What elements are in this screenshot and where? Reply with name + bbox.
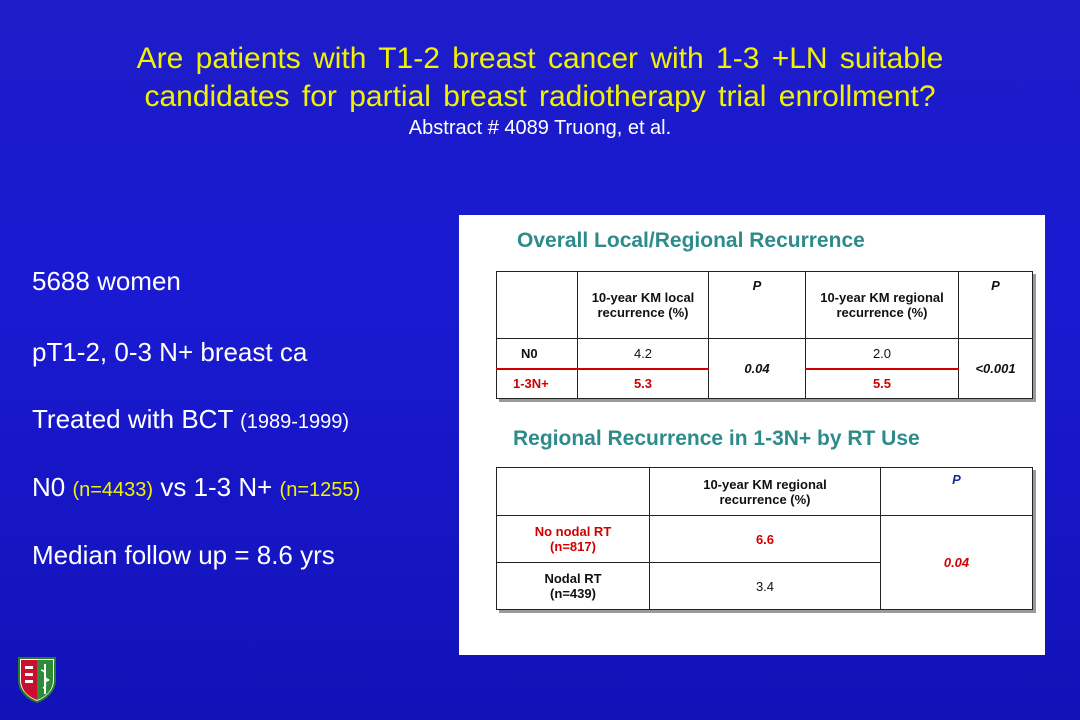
slide-title-line-2: candidates for partial breast radiothera… (144, 80, 936, 113)
table2-row-nodal-label: Nodal RT (n=439) (496, 562, 650, 610)
slide-title-line-1: Are patients with T1-2 breast cancer wit… (136, 42, 944, 75)
table2-header-row: 10-year KM regional recurrence (%) P (496, 467, 1033, 516)
table-row: N0 4.2 0.04 2.0 <0.001 (496, 338, 1033, 399)
table2-row-no-nodal-value: 6.6 (649, 515, 881, 563)
bullet-groups-n1-count: (n=1255) (279, 479, 361, 501)
table1-row-n1-regional: 5.5 (805, 367, 959, 399)
table2-row-no-nodal-name: No nodal RT (534, 524, 612, 539)
bullet-groups: N0 (n=4433) vs 1-3 N+ (n=1255) (32, 472, 360, 503)
bullet-groups-n0: N0 (32, 472, 73, 502)
table1-title: Overall Local/Regional Recurrence (517, 229, 865, 252)
bullet-groups-vs: vs 1-3 N+ (153, 472, 280, 502)
bullet-stage-text: pT1-2, 0-3 N+ breast ca (32, 337, 308, 367)
bullet-women-text: 5688 women (32, 266, 181, 296)
table2-title: Regional Recurrence in 1-3N+ by RT Use (513, 427, 920, 450)
bullet-followup-text: Median follow up = 8.6 yrs (32, 540, 335, 570)
bullet-groups-n0-count: (n=4433) (72, 479, 154, 501)
bullet-stage: pT1-2, 0-3 N+ breast ca (32, 337, 307, 368)
table-row: No nodal RT (n=817) 6.6 0.04 (496, 515, 1033, 610)
slide-subtitle: Abstract # 4089 Truong, et al. (408, 117, 672, 139)
table2-row-no-nodal-label: No nodal RT (n=817) (496, 515, 650, 563)
table2-p-value: 0.04 (880, 515, 1033, 610)
bullet-treatment-text: Treated with BCT (32, 404, 241, 434)
table2-header-regional: 10-year KM regional recurrence (%) (649, 467, 881, 516)
table1-row-n1-local: 5.3 (577, 367, 709, 399)
table2-row-no-nodal-count: (n=817) (550, 539, 596, 554)
slide-title-block: Are patients with T1-2 breast cancer wit… (0, 40, 1080, 141)
table1-header-p1: P (708, 271, 806, 339)
results-panel: Overall Local/Regional Recurrence 10-yea… (459, 215, 1045, 655)
bullet-treatment-years: (1989-1999) (240, 411, 350, 433)
bullet-women: 5688 women (32, 266, 181, 297)
table-row: Nodal RT (n=439) 3.4 (496, 562, 1033, 610)
table2-header-blank (496, 467, 650, 516)
table1-row-n0-local: 4.2 (577, 338, 709, 369)
bullet-followup: Median follow up = 8.6 yrs (32, 540, 335, 571)
table2-row-nodal-value: 3.4 (649, 562, 881, 610)
table2-row-nodal-count: (n=439) (550, 586, 596, 601)
bullet-treatment: Treated with BCT (1989-1999) (32, 404, 349, 435)
table1-p-local: 0.04 (708, 338, 806, 399)
table2-header-p: P (880, 467, 1033, 516)
table-row: 1-3N+ 5.3 5.5 (496, 367, 1033, 399)
table1-header-row: 10-year KM local recurrence (%) P 10-yea… (496, 271, 1033, 339)
table1-row-n0-label: N0 (496, 338, 578, 369)
shield-logo-icon (18, 657, 56, 704)
table1-header-blank (496, 271, 578, 339)
table1-row-n1-label: 1-3N+ (496, 367, 578, 399)
table1-row-n0-regional: 2.0 (805, 338, 959, 369)
overall-recurrence-table: 10-year KM local recurrence (%) P 10-yea… (496, 271, 1033, 399)
table1-header-local: 10-year KM local recurrence (%) (577, 271, 709, 339)
table1-p-regional: <0.001 (958, 338, 1033, 399)
table1-header-regional: 10-year KM regional recurrence (%) (805, 271, 959, 339)
table2-row-nodal-name: Nodal RT (544, 571, 602, 586)
table1-header-p2: P (958, 271, 1033, 339)
rt-use-table: 10-year KM regional recurrence (%) P No … (496, 467, 1033, 610)
